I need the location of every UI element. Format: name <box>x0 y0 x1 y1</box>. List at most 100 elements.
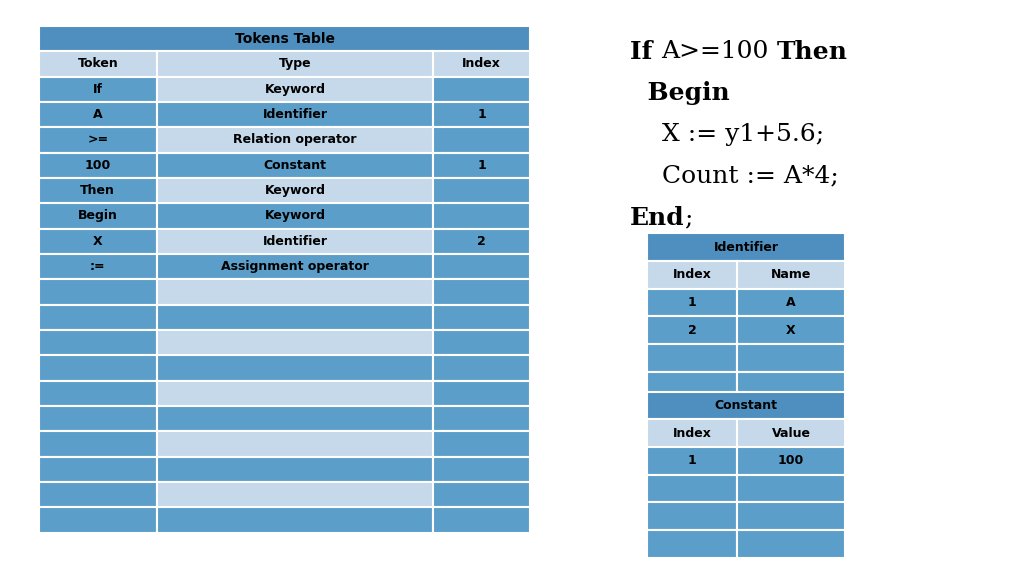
Text: If: If <box>630 40 660 64</box>
Text: If: If <box>93 83 102 96</box>
Bar <box>433 51 530 77</box>
Bar <box>39 355 157 381</box>
Text: Identifier: Identifier <box>714 241 778 253</box>
Text: :=: := <box>90 260 105 273</box>
Bar <box>157 330 433 355</box>
Bar <box>39 229 157 254</box>
Text: Keyword: Keyword <box>264 210 326 222</box>
Text: 100: 100 <box>85 159 111 172</box>
Bar <box>737 316 845 344</box>
Bar <box>737 475 845 502</box>
Text: Type: Type <box>279 58 311 70</box>
Bar <box>39 381 157 406</box>
Bar <box>39 482 157 507</box>
Bar <box>647 316 737 344</box>
Text: X: X <box>93 235 102 248</box>
Bar <box>737 261 845 289</box>
Text: X := y1+5.6;: X := y1+5.6; <box>630 123 824 146</box>
Text: 2: 2 <box>477 235 486 248</box>
Text: 1: 1 <box>688 454 696 467</box>
Text: Token: Token <box>78 58 118 70</box>
Bar <box>39 507 157 533</box>
Bar <box>647 233 845 261</box>
Bar <box>647 447 737 475</box>
Bar <box>647 372 737 399</box>
Bar <box>433 406 530 431</box>
Bar <box>39 305 157 330</box>
Text: Constant: Constant <box>715 399 777 412</box>
Bar <box>737 372 845 399</box>
Bar <box>647 392 845 419</box>
Bar <box>39 77 157 102</box>
Bar <box>433 457 530 482</box>
Bar <box>433 77 530 102</box>
Bar <box>433 203 530 229</box>
Bar <box>433 482 530 507</box>
Text: Value: Value <box>771 427 811 439</box>
Bar <box>157 178 433 203</box>
Bar <box>157 77 433 102</box>
Bar <box>737 289 845 316</box>
Text: >=: >= <box>87 134 109 146</box>
Bar <box>157 127 433 153</box>
Text: Keyword: Keyword <box>264 184 326 197</box>
Bar <box>737 530 845 558</box>
Bar <box>39 26 530 51</box>
Bar <box>39 102 157 127</box>
Text: A: A <box>786 296 796 309</box>
Bar <box>157 51 433 77</box>
Bar <box>433 229 530 254</box>
Text: Then: Then <box>80 184 116 197</box>
Text: End: End <box>630 206 684 230</box>
Bar <box>433 153 530 178</box>
Text: Count := A*4;: Count := A*4; <box>630 165 839 188</box>
Bar <box>647 475 737 502</box>
Text: Name: Name <box>771 268 811 281</box>
Text: A>=100: A>=100 <box>660 40 776 63</box>
Bar <box>157 431 433 457</box>
Text: 1: 1 <box>477 108 486 121</box>
Bar <box>433 127 530 153</box>
Bar <box>39 127 157 153</box>
Bar <box>39 457 157 482</box>
Bar <box>157 305 433 330</box>
Bar <box>39 178 157 203</box>
Bar <box>647 344 737 372</box>
Bar <box>433 279 530 305</box>
Bar <box>157 355 433 381</box>
Text: ;: ; <box>684 206 693 229</box>
Bar <box>433 178 530 203</box>
Bar <box>157 229 433 254</box>
Text: Identifier: Identifier <box>262 235 328 248</box>
Bar <box>737 502 845 530</box>
Bar <box>39 203 157 229</box>
Bar <box>39 431 157 457</box>
Text: Relation operator: Relation operator <box>233 134 356 146</box>
Bar <box>157 457 433 482</box>
Bar <box>39 406 157 431</box>
Bar <box>157 406 433 431</box>
Bar <box>433 431 530 457</box>
Bar <box>737 344 845 372</box>
Text: Index: Index <box>463 58 501 70</box>
Bar <box>157 381 433 406</box>
Bar <box>433 254 530 279</box>
Bar <box>157 507 433 533</box>
Bar <box>157 254 433 279</box>
Text: A: A <box>93 108 102 121</box>
Bar <box>39 254 157 279</box>
Text: Index: Index <box>673 268 712 281</box>
Text: Then: Then <box>776 40 847 64</box>
Bar <box>647 289 737 316</box>
Text: Keyword: Keyword <box>264 83 326 96</box>
Bar <box>433 381 530 406</box>
Bar <box>157 482 433 507</box>
Bar <box>433 355 530 381</box>
Text: Constant: Constant <box>263 159 327 172</box>
Bar <box>647 502 737 530</box>
Text: Begin: Begin <box>78 210 118 222</box>
Text: Tokens Table: Tokens Table <box>234 32 335 46</box>
Bar <box>39 153 157 178</box>
Text: 1: 1 <box>688 296 696 309</box>
Bar <box>647 419 737 447</box>
